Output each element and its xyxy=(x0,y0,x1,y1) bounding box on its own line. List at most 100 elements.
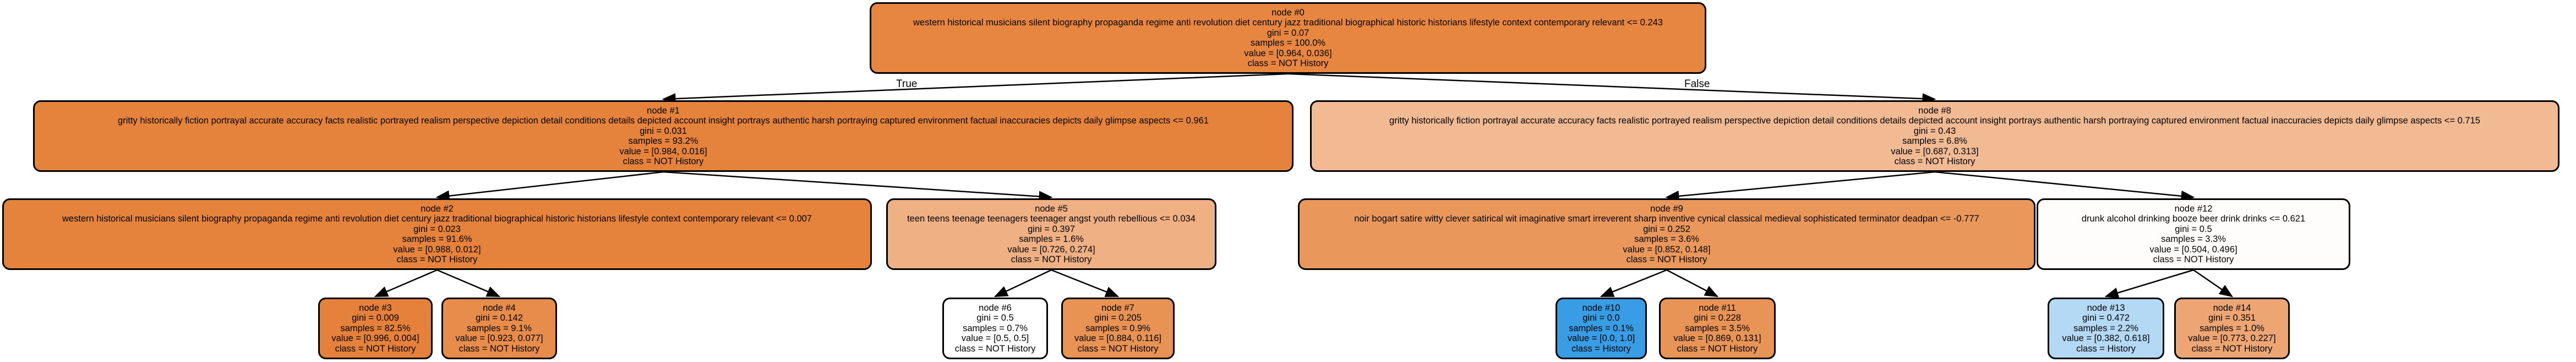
node-condition: teen teens teenage teenagers teenager an… xyxy=(907,214,1196,224)
node-gini: gini = 0.07 xyxy=(1267,28,1309,38)
node-gini: gini = 0.43 xyxy=(1913,126,1956,136)
node-class: class = NOT History xyxy=(1011,255,1092,264)
node-gini: gini = 0.5 xyxy=(976,313,1014,323)
node-id: node #4 xyxy=(483,302,516,313)
node-class: class = NOT History xyxy=(459,343,540,354)
node-id: node #2 xyxy=(421,203,454,214)
edge-n9-n11 xyxy=(1666,269,1719,298)
node-condition: western historical musicians silent biog… xyxy=(913,18,1663,28)
node-class: class = NOT History xyxy=(1677,343,1758,354)
node-value: value = [0.923, 0.077] xyxy=(455,333,543,344)
node-condition: drunk alcohol drinking booze beer drink … xyxy=(2081,214,2306,224)
node-id: node #6 xyxy=(979,302,1012,313)
node-class: class = NOT History xyxy=(2191,343,2273,354)
node-id: node #8 xyxy=(1918,105,1951,116)
node-value: value = [0.687, 0.313] xyxy=(1891,146,1979,156)
node-class: class = History xyxy=(1571,343,1631,354)
edge-n0-n8 xyxy=(1287,73,1936,105)
edge-n1-n5 xyxy=(663,171,1053,202)
node-gini: gini = 0.0 xyxy=(1582,313,1620,323)
node-value: value = [0.504, 0.496] xyxy=(2149,244,2237,255)
node-value: value = [0.773, 0.227] xyxy=(2188,333,2276,344)
node-value: value = [0.996, 0.004] xyxy=(331,333,419,344)
node-value: value = [0.869, 0.131] xyxy=(1673,333,1761,344)
node-samples: samples = 93.2% xyxy=(628,136,698,146)
node-value: value = [0.988, 0.012] xyxy=(393,244,481,255)
edge-n2-n4 xyxy=(436,269,501,298)
tree-node-5: node #5 teen teens teenage teenagers tee… xyxy=(886,198,1216,270)
node-condition: gritty historically fiction portrayal ac… xyxy=(118,116,1209,126)
node-class: class = NOT History xyxy=(335,343,416,354)
node-samples: samples = 0.9% xyxy=(1085,323,1150,333)
tree-node-11: node #11 gini = 0.228 samples = 3.5% val… xyxy=(1659,298,1776,359)
tree-node-10: node #10 gini = 0.0 samples = 0.1% value… xyxy=(1556,298,1647,359)
node-samples: samples = 100.0% xyxy=(1250,38,1326,48)
edge-n5-n7 xyxy=(1051,269,1120,298)
node-gini: gini = 0.031 xyxy=(640,126,687,136)
tree-node-8: node #8 gritty historically fiction port… xyxy=(1310,100,2559,172)
node-id: node #7 xyxy=(1101,302,1134,313)
node-gini: gini = 0.472 xyxy=(2082,313,2130,323)
node-id: node #9 xyxy=(1650,203,1683,214)
edge-label-false: False xyxy=(1684,78,1710,90)
node-id: node #1 xyxy=(647,105,680,116)
node-samples: samples = 0.1% xyxy=(1569,323,1634,333)
node-value: value = [0.5, 0.5] xyxy=(961,333,1029,344)
node-class: class = NOT History xyxy=(954,343,1036,354)
node-samples: samples = 1.6% xyxy=(1019,234,1084,244)
node-value: value = [0.0, 1.0] xyxy=(1567,333,1635,344)
tree-node-12: node #12 drunk alcohol drinking booze be… xyxy=(2037,198,2350,270)
node-class: class = NOT History xyxy=(623,156,704,166)
edge-n0-n1 xyxy=(662,73,1289,105)
node-value: value = [0.726, 0.274] xyxy=(1007,244,1095,255)
node-id: node #10 xyxy=(1582,302,1620,313)
tree-node-3: node #3 gini = 0.009 samples = 82.5% val… xyxy=(318,298,433,359)
edge-n8-n12 xyxy=(1934,171,2195,202)
node-class: class = History xyxy=(2076,343,2136,354)
node-samples: samples = 82.5% xyxy=(340,323,411,333)
node-id: node #3 xyxy=(359,302,392,313)
node-condition: western historical musicians silent biog… xyxy=(62,214,812,224)
edge-n2-n3 xyxy=(374,269,438,298)
node-samples: samples = 91.6% xyxy=(402,234,472,244)
node-condition: gritty historically fiction portrayal ac… xyxy=(1389,116,2480,126)
node-samples: samples = 9.1% xyxy=(467,323,532,333)
node-gini: gini = 0.142 xyxy=(476,313,523,323)
node-value: value = [0.884, 0.116] xyxy=(1074,333,1161,344)
node-id: node #12 xyxy=(2174,203,2213,214)
node-class: class = NOT History xyxy=(1247,58,1329,68)
node-id: node #5 xyxy=(1035,203,1068,214)
node-class: class = NOT History xyxy=(2153,255,2234,264)
tree-node-6: node #6 gini = 0.5 samples = 0.7% value … xyxy=(942,298,1048,359)
tree-node-0: node #0 western historical musicians sil… xyxy=(870,2,1706,74)
node-id: node #13 xyxy=(2087,302,2125,313)
node-id: node #0 xyxy=(1271,7,1305,18)
node-gini: gini = 0.397 xyxy=(1028,224,1075,234)
node-condition: noir bogart satire witty clever satirica… xyxy=(1354,214,1979,224)
edge-n8-n9 xyxy=(1665,171,1935,202)
node-class: class = NOT History xyxy=(1894,156,1975,166)
tree-node-4: node #4 gini = 0.142 samples = 9.1% valu… xyxy=(441,298,557,359)
node-value: value = [0.964, 0.036] xyxy=(1244,48,1332,58)
node-samples: samples = 6.8% xyxy=(1902,136,1967,146)
tree-node-7: node #7 gini = 0.205 samples = 0.9% valu… xyxy=(1061,298,1175,359)
node-gini: gini = 0.228 xyxy=(1694,313,1741,323)
node-class: class = NOT History xyxy=(396,255,478,264)
node-id: node #11 xyxy=(1699,302,1736,313)
node-value: value = [0.984, 0.016] xyxy=(619,146,707,156)
edge-n12-n14 xyxy=(2193,269,2234,298)
node-samples: samples = 3.3% xyxy=(2161,234,2226,244)
node-samples: samples = 2.2% xyxy=(2073,323,2138,333)
node-samples: samples = 3.6% xyxy=(1634,234,1699,244)
tree-node-14: node #14 gini = 0.351 samples = 1.0% val… xyxy=(2174,298,2290,359)
node-gini: gini = 0.5 xyxy=(2175,224,2212,234)
edge-n9-n10 xyxy=(1600,269,1667,298)
node-samples: samples = 3.5% xyxy=(1685,323,1750,333)
node-class: class = NOT History xyxy=(1626,255,1707,264)
tree-node-13: node #13 gini = 0.472 samples = 2.2% val… xyxy=(2048,298,2164,359)
node-value: value = [0.852, 0.148] xyxy=(1623,244,1711,255)
node-gini: gini = 0.205 xyxy=(1094,313,1142,323)
node-id: node #14 xyxy=(2213,302,2251,313)
edge-n1-n2 xyxy=(435,171,664,202)
